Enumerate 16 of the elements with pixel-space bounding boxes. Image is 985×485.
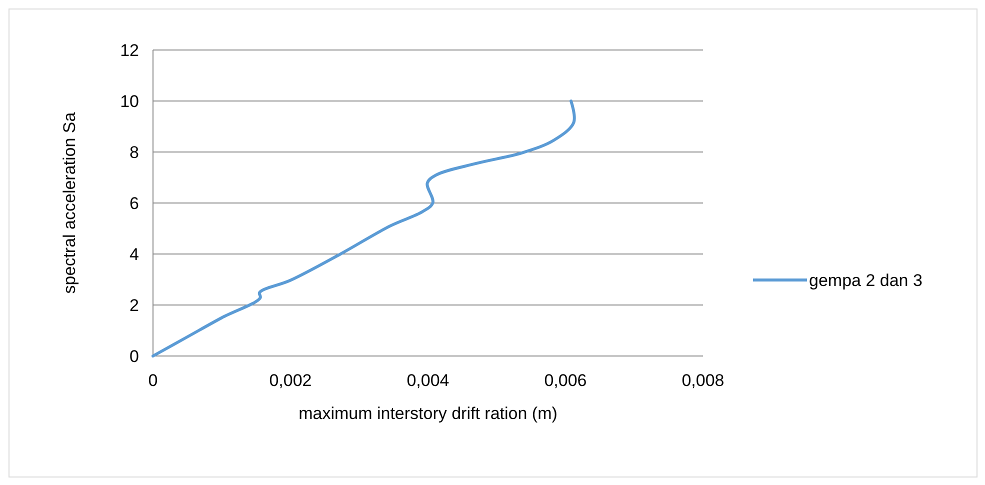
y-tick-label: 0 <box>130 346 139 366</box>
y-tick-label: 10 <box>120 92 139 111</box>
y-tick-label: 6 <box>130 194 139 213</box>
x-tick-label: 0 <box>148 371 158 390</box>
y-tick-label: 4 <box>130 244 139 264</box>
y-tick-label: 2 <box>130 296 139 315</box>
x-tick-label: 0,006 <box>544 371 587 390</box>
legend-label: gempa 2 dan 3 <box>809 270 922 290</box>
x-tick-label: 0,004 <box>406 371 450 390</box>
y-axis-title: spectral acceleration Sa <box>60 112 79 294</box>
y-tick-label: 8 <box>130 142 139 162</box>
x-axis-title: maximum interstory drift ration (m) <box>298 404 558 423</box>
line-series <box>152 100 576 358</box>
x-tick-label: 0,002 <box>269 371 312 390</box>
y-tick-label: 12 <box>120 40 139 60</box>
x-tick-label: 0,008 <box>682 371 724 390</box>
